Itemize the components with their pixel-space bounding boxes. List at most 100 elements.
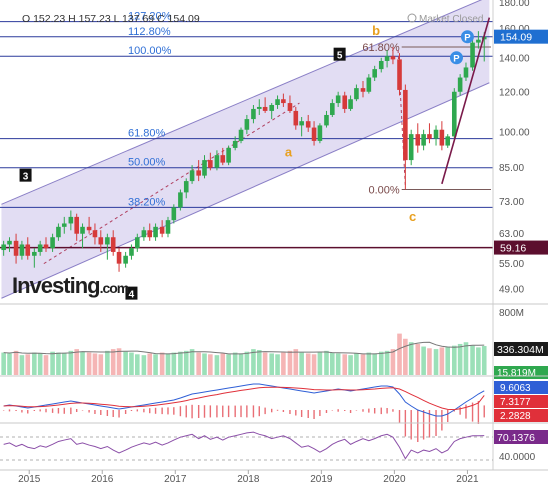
macd-hist-bar-52 [319, 410, 321, 416]
volume-bar-36 [220, 353, 226, 375]
candle-body [397, 59, 402, 90]
candle-5 [32, 248, 37, 268]
candle-body [470, 42, 475, 68]
candle-28 [171, 204, 177, 224]
macd-hist-bar-15 [94, 410, 96, 414]
candle-body [183, 181, 189, 193]
candle-body [427, 134, 432, 139]
candle-42 [256, 99, 262, 115]
volume-bar-32 [196, 352, 201, 375]
macd-hist-bar-28 [173, 407, 175, 415]
macd-hist-bar-24 [149, 408, 151, 414]
candle-body [324, 114, 329, 126]
candle-body [105, 237, 110, 245]
volume-bar-69 [421, 346, 426, 375]
candle-body [74, 216, 79, 234]
candle-30 [183, 178, 189, 199]
volume-bar-39 [238, 353, 244, 375]
wave-box [19, 168, 32, 182]
volume-bar-60 [366, 352, 372, 375]
price-tick-8: 55.00 [499, 259, 524, 270]
macd-hist-bar-60 [368, 408, 370, 413]
candle-body [43, 244, 49, 249]
macd-hist-bar-1 [8, 409, 11, 412]
fib-label-4: 61.80% [128, 128, 166, 140]
candle-24 [147, 223, 153, 241]
volume-bar-66 [403, 338, 408, 375]
macd-hist-bar-42 [258, 406, 260, 417]
candle-29 [178, 189, 183, 211]
ohlc-header: O 152.23 H 157.23 L 137.69 C 154.09 [22, 13, 200, 25]
fib-label-1: 127.20% [128, 11, 172, 23]
rsi-panel[interactable]: 40.0000 70.1376 [0, 422, 548, 463]
volume-bar-72 [439, 347, 445, 375]
candle-body [342, 95, 348, 109]
pivot-marker [449, 51, 463, 65]
macd-hist-bar-26 [161, 407, 163, 415]
candle-body [80, 226, 85, 234]
candle-40 [244, 114, 250, 135]
volume-bar-23 [141, 355, 147, 375]
macd-hist-bar-65 [398, 410, 401, 423]
candle-body [244, 119, 250, 130]
volume-bar-40 [244, 351, 250, 375]
price-axis[interactable]: 180.00 160.00 140.00 120.00 100.00 85.00 73.00… [492, 0, 548, 470]
fib-label-5: 50.00% [128, 157, 166, 169]
macd-hist-bar-77 [471, 402, 474, 422]
volume-bar-12 [74, 349, 79, 375]
volume-bar-52 [317, 351, 323, 375]
macd-hist-bar-63 [386, 408, 388, 414]
svg-text:336.304M: 336.304M [497, 344, 544, 356]
macd-hist-bar-37 [227, 405, 230, 418]
volume-bar-10 [61, 353, 67, 375]
volume-bar-71 [433, 349, 439, 375]
candle-body [439, 129, 445, 146]
macd-hist-bar-53 [325, 410, 328, 413]
volume-bar-13 [80, 351, 85, 375]
candle-body [129, 248, 134, 256]
candle-74 [451, 88, 457, 139]
candle-27 [165, 216, 171, 238]
volume-bar-54 [330, 352, 335, 375]
price-channel [1, 0, 490, 299]
macd-hist-bar-27 [167, 407, 169, 415]
macd-hist-bar-75 [459, 407, 461, 415]
candle-33 [202, 155, 207, 179]
channel-lower-line [1, 82, 490, 299]
wave-label-4: b [372, 23, 380, 38]
volume-bar-22 [135, 354, 140, 375]
wave-label-7: P [460, 30, 474, 44]
macd-panel[interactable]: 9.6063 7.3177 2.2828 [0, 375, 548, 442]
candle-body [68, 216, 74, 224]
candle-65 [397, 53, 402, 96]
candle-13 [80, 223, 85, 249]
candle-body [299, 121, 304, 126]
candle-body [317, 125, 323, 141]
candle-52 [317, 123, 323, 144]
candle-12 [74, 213, 79, 241]
volume-panel[interactable]: 800M 336.304M 15.819M [0, 303, 548, 379]
volume-bar-78 [476, 347, 481, 375]
macd-hist-bar-35 [216, 405, 218, 418]
volume-bar-73 [445, 346, 451, 375]
candle-body [354, 88, 359, 100]
macd-hist-bar-67 [410, 410, 412, 440]
candle-body [463, 67, 469, 78]
time-tick-3: 2018 [237, 474, 260, 485]
macd-hist-bar-20 [124, 410, 127, 414]
macd-hist-bar-72 [441, 410, 443, 431]
macd-hist-bar-45 [276, 409, 279, 411]
time-axis[interactable]: 2015 2016 2017 2018 2019 2020 2021 [0, 469, 548, 485]
volume-bar-48 [293, 349, 299, 375]
price-tick-9: 49.00 [499, 285, 524, 296]
volume-bar-20 [123, 351, 128, 375]
volume-bar-37 [226, 354, 231, 375]
macd-hist-bar-47 [289, 410, 291, 414]
candle-body [110, 237, 116, 252]
macd-hist-bar-16 [100, 410, 102, 415]
candle-body [281, 99, 286, 104]
candle-49 [299, 117, 304, 137]
macd-hist-bar-33 [203, 405, 206, 418]
candle-body [159, 226, 165, 234]
